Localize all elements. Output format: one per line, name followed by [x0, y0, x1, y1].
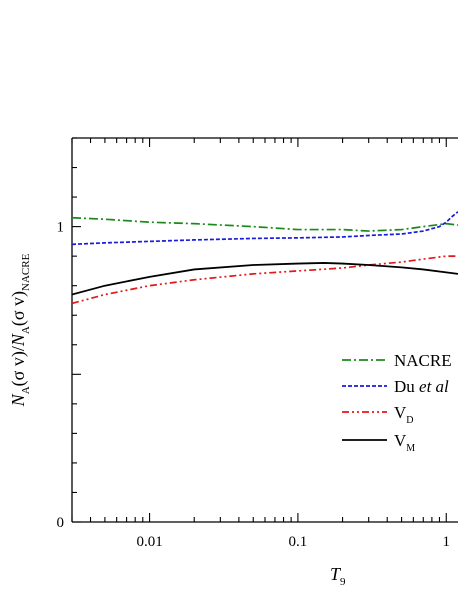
y-axis-title-s2: A — [20, 326, 32, 334]
y-axis-title-s3: NACRE — [20, 253, 32, 291]
axes — [71, 137, 458, 523]
x-tick-label: 0.01 — [136, 534, 162, 550]
y-tick-label: 0 — [57, 515, 65, 531]
x-axis-title-main: T — [330, 564, 342, 584]
y-axis-title-m1: (σ v)/ — [8, 346, 29, 386]
x-tick-label: 0.1 — [289, 534, 308, 550]
legend-label-vd: VD — [394, 403, 414, 426]
legend-italic-du: et al — [419, 377, 449, 396]
y-tick-label: 1 — [57, 220, 65, 236]
series-line-vm — [72, 262, 458, 296]
legend-sub-vd: D — [406, 415, 413, 426]
series-line-nacre — [72, 216, 458, 232]
x-axis-title-sub: 9 — [340, 576, 346, 588]
y-axis-title-n2: N — [8, 333, 28, 347]
legend-label-du: Du et al — [394, 377, 449, 396]
legend-main-vd: V — [394, 403, 407, 422]
series-layer — [72, 211, 458, 305]
y-axis-title: NA(σ v)/NA(σ v)NACRE — [8, 253, 32, 407]
y-axis-title-s1: A — [20, 386, 32, 394]
y-axis-title-n1: N — [8, 393, 28, 407]
x-axis-title: T9 — [330, 564, 346, 588]
legend-label-vm: VM — [394, 431, 415, 454]
legend-main-nacre: NACRE — [394, 351, 452, 370]
series-line-vd — [72, 255, 458, 305]
legend-sub-vm: M — [406, 443, 415, 454]
series-line-du — [72, 211, 458, 246]
y-axis-title-m2: (σ v) — [8, 291, 29, 326]
legend-main-vm: V — [394, 431, 407, 450]
legend-main-du: Du — [394, 377, 419, 396]
x-tick-label: 1 — [443, 534, 451, 550]
legend-label-nacre: NACRE — [394, 351, 452, 370]
